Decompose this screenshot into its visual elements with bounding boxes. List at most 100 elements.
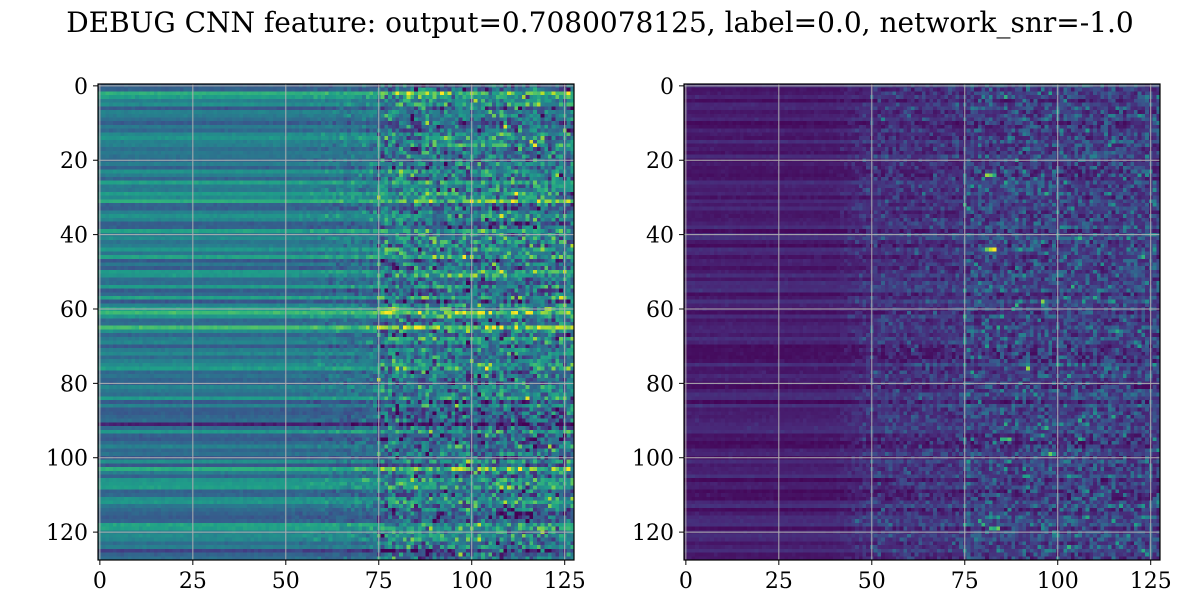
heatmap-cell	[291, 217, 296, 222]
heatmap-cell	[395, 150, 400, 156]
heatmap-cell	[425, 173, 430, 178]
heatmap-cell	[518, 214, 523, 219]
heatmap-cell	[213, 225, 218, 230]
heatmap-cell	[176, 117, 181, 122]
heatmap-cell	[295, 188, 300, 193]
heatmap-cell	[127, 195, 132, 200]
heatmap-cell	[198, 191, 203, 196]
heatmap-cell	[276, 117, 281, 122]
heatmap-cell	[533, 98, 538, 103]
heatmap-cell	[153, 113, 158, 118]
heatmap-cell	[183, 113, 188, 118]
heatmap-cell	[536, 173, 541, 178]
heatmap-cell	[391, 173, 396, 178]
heatmap-cell	[555, 199, 560, 204]
heatmap-cell	[127, 106, 132, 111]
heatmap-cell	[120, 203, 125, 208]
heatmap-cell	[287, 203, 292, 208]
heatmap-cell	[164, 173, 170, 178]
heatmap-cell	[321, 102, 326, 107]
heatmap-cell	[358, 199, 363, 204]
heatmap-cell	[269, 206, 274, 211]
heatmap-cell	[391, 195, 396, 200]
heatmap-cell	[269, 121, 274, 126]
heatmap-cell	[447, 188, 452, 193]
heatmap-cell	[551, 102, 556, 107]
heatmap-cell	[421, 102, 426, 107]
heatmap-cell	[105, 225, 110, 230]
heatmap-cell	[120, 195, 125, 200]
heatmap-cell	[231, 106, 236, 111]
heatmap-cell	[343, 210, 348, 215]
heatmap-cell	[287, 180, 292, 185]
heatmap-cell	[153, 95, 158, 100]
heatmap-cell	[503, 117, 508, 122]
heatmap-cell	[317, 221, 322, 226]
heatmap-cell	[235, 136, 240, 141]
heatmap-cell	[254, 210, 259, 215]
heatmap-cell	[362, 217, 367, 222]
heatmap-cell	[127, 113, 132, 118]
heatmap-cell	[455, 195, 460, 200]
heatmap-cell	[395, 188, 400, 193]
heatmap-cell	[440, 154, 445, 159]
heatmap-cell	[109, 98, 114, 103]
heatmap-cell	[421, 124, 426, 130]
heatmap-cell	[455, 102, 460, 107]
heatmap-cell	[287, 143, 292, 148]
heatmap-cell	[555, 203, 560, 208]
heatmap-cell	[536, 124, 541, 130]
heatmap-cell	[161, 162, 166, 167]
heatmap-cell	[120, 154, 125, 159]
heatmap-cell	[402, 176, 408, 182]
heatmap-cell	[443, 217, 448, 222]
heatmap-cell	[551, 150, 556, 156]
heatmap-cell	[250, 143, 255, 148]
heatmap-cell	[172, 136, 177, 141]
heatmap-cell	[209, 136, 214, 141]
heatmap-cell	[202, 203, 207, 208]
heatmap-cell	[198, 225, 203, 230]
heatmap-cell	[521, 184, 527, 189]
heatmap-cell	[347, 184, 352, 189]
heatmap-cell	[306, 191, 311, 196]
heatmap-cell	[265, 87, 270, 92]
heatmap-cell	[135, 136, 140, 141]
heatmap-cell	[425, 154, 430, 159]
heatmap-cell	[507, 154, 512, 159]
heatmap-cell	[231, 139, 236, 144]
heatmap-cell	[529, 117, 534, 122]
heatmap-cell	[176, 95, 181, 100]
heatmap-cell	[440, 132, 445, 137]
heatmap-cell	[306, 128, 311, 133]
heatmap-cell	[205, 87, 210, 92]
heatmap-cell	[157, 206, 162, 211]
heatmap-cell	[235, 199, 240, 204]
heatmap-cell	[466, 199, 471, 204]
heatmap-cell	[317, 203, 322, 208]
heatmap-cell	[146, 206, 151, 211]
heatmap-cell	[280, 143, 285, 148]
heatmap-cell	[339, 184, 344, 189]
heatmap-cell	[302, 87, 307, 92]
heatmap-cell	[570, 117, 575, 122]
heatmap-cell	[443, 210, 448, 215]
heatmap-cell	[339, 124, 344, 130]
heatmap-cell	[235, 147, 240, 152]
heatmap-cell	[481, 180, 486, 185]
heatmap-cell	[347, 210, 352, 215]
heatmap-cell	[250, 128, 255, 133]
heatmap-cell	[172, 195, 177, 200]
heatmap-cell	[276, 162, 281, 167]
heatmap-cell	[246, 214, 251, 219]
heatmap-cell	[347, 147, 352, 152]
heatmap-cell	[540, 221, 545, 226]
heatmap-cell	[131, 165, 136, 170]
heatmap-cell	[495, 143, 501, 148]
heatmap-cell	[269, 221, 274, 226]
heatmap-cell	[555, 165, 560, 170]
heatmap-cell	[313, 169, 318, 174]
heatmap-cell	[313, 180, 318, 185]
heatmap-cell	[298, 225, 303, 230]
heatmap-cell	[120, 165, 125, 170]
